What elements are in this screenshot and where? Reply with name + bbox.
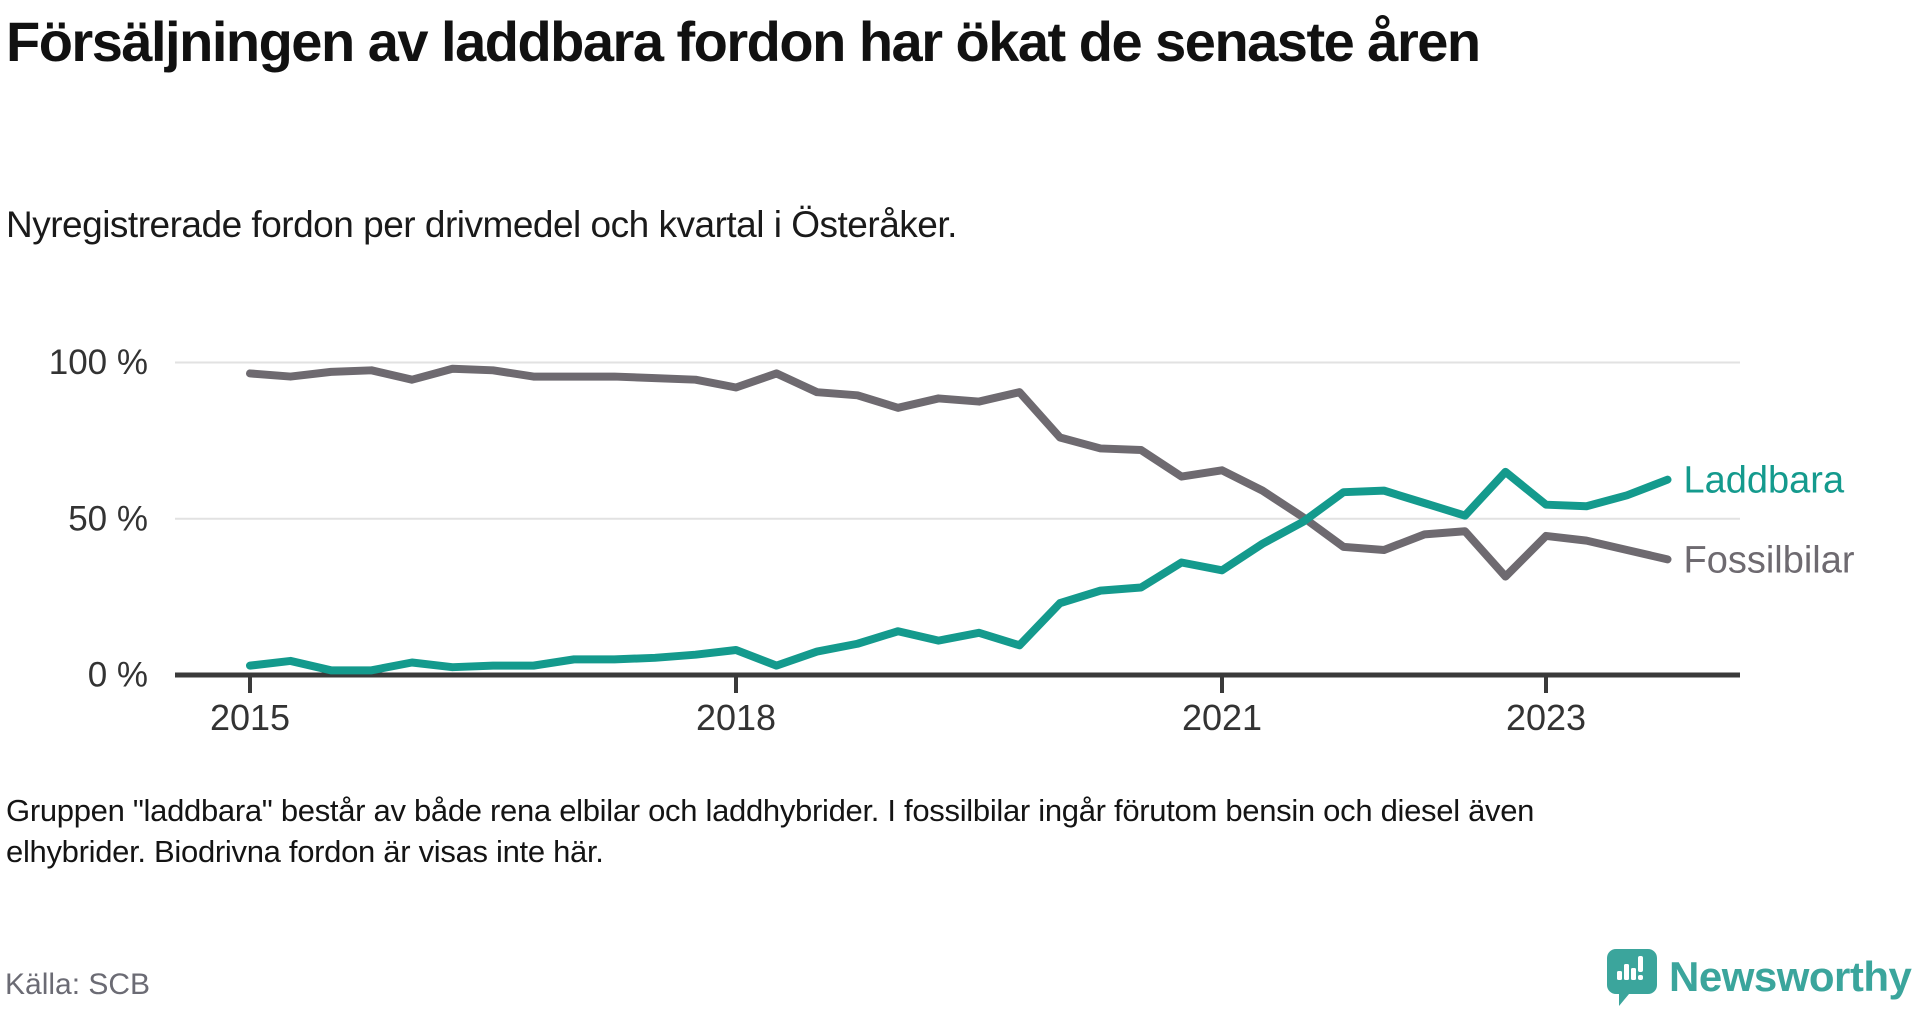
chart-subtitle: Nyregistrerade fordon per drivmedel och … (6, 204, 957, 245)
y-tick-label: 0 % (88, 656, 148, 695)
series-label-fossilbilar: Fossilbilar (1684, 539, 1855, 581)
series-line-laddbara (246, 467, 1672, 675)
newsworthy-logo-icon (1607, 949, 1657, 1006)
chart-title: Försäljningen av laddbara fordon har öka… (6, 10, 1481, 73)
x-tick-label: 2015 (210, 697, 290, 738)
x-tick-label: 2021 (1182, 697, 1262, 738)
line-chart-canvas: 100 % 50 % 0 % 2015 2018 2021 2023 Fossilbilar L… (49, 343, 1855, 738)
series-label-laddbara: Laddbara (1684, 460, 1845, 502)
series-line-fossilbilar (246, 364, 1672, 581)
y-tick-label: 50 % (68, 499, 148, 538)
newsworthy-logo-text: Newsworthy (1669, 953, 1912, 1000)
source-label: Källa: SCB (5, 968, 151, 1001)
y-tick-label: 100 % (49, 343, 148, 382)
footnote: Gruppen "laddbara" består av både rena e… (6, 793, 1535, 869)
x-tick-label: 2018 (696, 697, 776, 738)
x-tick-label: 2023 (1506, 697, 1586, 738)
newsworthy-logo: Newsworthy (1606, 948, 1912, 1006)
line-chart: 100 % 50 % 0 % 2015 2018 2021 2023 Fossilbilar L… (0, 250, 1920, 750)
